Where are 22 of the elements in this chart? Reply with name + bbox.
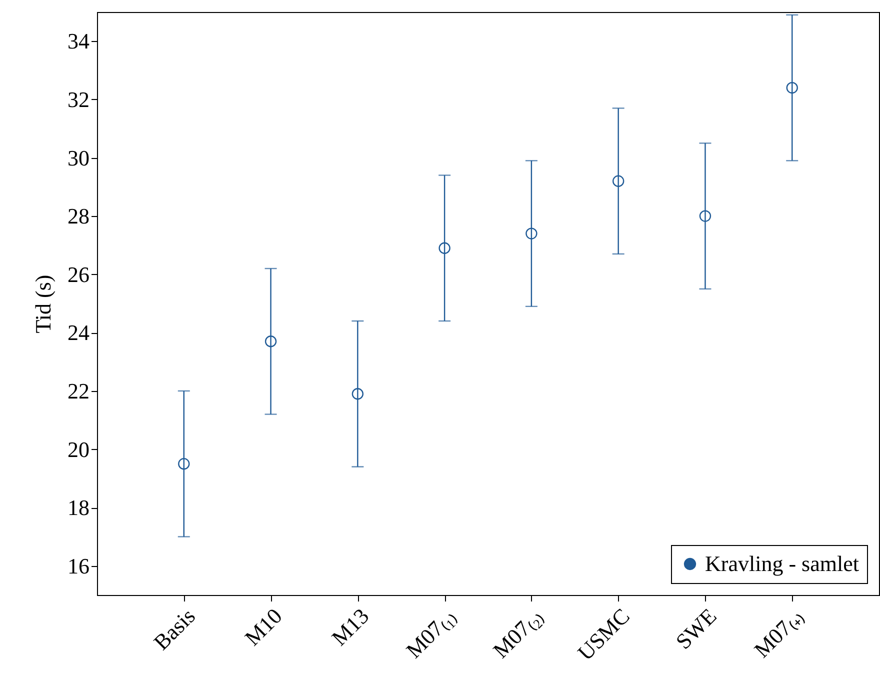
y-tick-label: 24 — [68, 320, 90, 346]
x-tick-label: M10 — [240, 603, 287, 650]
point — [438, 242, 450, 254]
y-tick-label: 18 — [68, 495, 90, 520]
y-tick-label: 32 — [68, 86, 90, 112]
point — [526, 228, 538, 240]
point — [264, 336, 277, 348]
x-tick-label: M13 — [326, 603, 374, 650]
y-tick-label: 28 — [68, 204, 90, 229]
point — [786, 82, 798, 94]
point — [699, 210, 712, 222]
y-axis-title: Tid (s) — [30, 274, 56, 334]
y-tick-label: 22 — [68, 378, 90, 404]
y-tick-label: 20 — [68, 436, 90, 462]
legend-label: Kravling - samlet — [705, 551, 859, 576]
point — [178, 458, 190, 470]
point — [352, 388, 364, 400]
y-tick-label: 30 — [68, 145, 90, 170]
y-tick-label: 34 — [68, 28, 90, 54]
y-tick-label: 16 — [68, 553, 90, 578]
y-tick-label: 26 — [68, 262, 90, 287]
point — [612, 175, 624, 187]
